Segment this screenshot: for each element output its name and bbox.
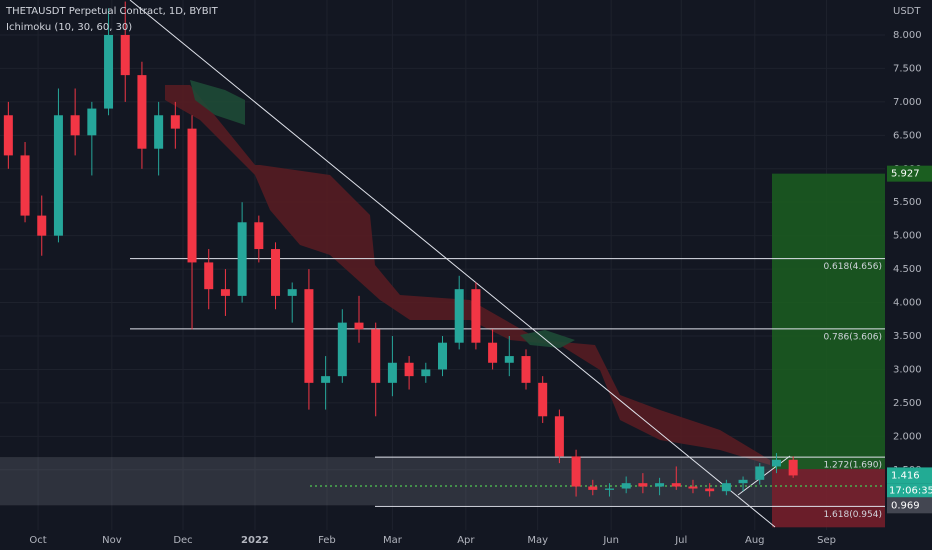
- candle-body: [87, 108, 97, 136]
- candle-body: [471, 289, 481, 343]
- candle-body: [404, 362, 414, 377]
- y-axis-label: USDT: [893, 6, 921, 17]
- candle-body: [120, 34, 130, 76]
- candle-body: [671, 483, 681, 487]
- candle-body: [755, 466, 765, 480]
- zone-label: 0.969: [891, 500, 920, 511]
- candle-body: [20, 155, 30, 216]
- candle-body: [237, 222, 247, 296]
- candle-body: [621, 483, 631, 489]
- x-tick-label: Dec: [173, 535, 192, 546]
- x-tick-label: Oct: [29, 535, 46, 546]
- y-tick-label: 2.500: [893, 398, 922, 409]
- candle-body: [271, 249, 281, 296]
- x-tick-label: Jul: [674, 535, 687, 546]
- candle-body: [104, 34, 114, 109]
- candle-body: [638, 483, 648, 487]
- candle-body: [738, 479, 748, 484]
- candle-body: [254, 222, 264, 250]
- candle-body: [371, 329, 381, 383]
- candle-body: [771, 459, 781, 467]
- candle-body: [788, 459, 798, 476]
- y-tick-label: 4.500: [893, 264, 922, 275]
- x-tick-label: Sep: [817, 535, 836, 546]
- fib-label: 1.618(0.954): [823, 510, 882, 520]
- y-tick-label: 7.500: [893, 63, 922, 74]
- candle-body: [521, 356, 531, 383]
- y-tick-label: 4.000: [893, 298, 922, 309]
- candle-body: [337, 322, 347, 377]
- zone-label-bg: [887, 497, 932, 514]
- candle-body: [721, 483, 731, 492]
- candle-body: [204, 262, 214, 290]
- indicator-label: Ichimoku (10, 30, 60, 30): [6, 22, 132, 33]
- candle-body: [438, 342, 447, 370]
- y-tick-label: 5.500: [893, 197, 922, 208]
- candle-body: [488, 342, 498, 363]
- x-tick-label: Feb: [318, 535, 336, 546]
- trendline: [129, 0, 776, 528]
- candle-body: [70, 115, 80, 136]
- candle-body: [504, 356, 514, 363]
- candle-body: [321, 376, 331, 383]
- candle-body: [287, 289, 297, 296]
- last-price-label-bg: [887, 467, 932, 484]
- candle-body: [387, 362, 397, 383]
- candle-body: [154, 115, 164, 149]
- stop-area: [772, 469, 885, 528]
- ichimoku-cloud-green: [190, 80, 245, 125]
- y-tick-label: 3.500: [893, 331, 922, 342]
- x-tick-label: May: [527, 535, 548, 546]
- candle-body: [554, 416, 564, 457]
- candle-body: [604, 488, 614, 490]
- chart-title: THETAUSDT Perpetual Contract, 1D, BYBIT: [5, 6, 219, 17]
- candle-body: [220, 289, 230, 296]
- candle-body: [571, 456, 581, 487]
- candle-body: [137, 75, 147, 149]
- candle-body: [705, 488, 715, 492]
- candle-body: [688, 486, 698, 489]
- candle-body: [3, 115, 13, 156]
- target-label-bg: [887, 165, 932, 182]
- x-tick-label: Jun: [602, 535, 619, 546]
- target-label: 5.927: [891, 169, 920, 180]
- plot-area: [0, 0, 885, 530]
- x-tick-label: 2022: [241, 535, 269, 546]
- candle-body: [53, 115, 63, 236]
- zone: [0, 457, 885, 506]
- y-tick-label: 6.500: [893, 130, 922, 141]
- ichimoku-cloud: [165, 85, 770, 465]
- candle-body: [187, 128, 197, 263]
- candle-body: [588, 486, 598, 490]
- x-tick-label: Aug: [745, 535, 765, 546]
- y-tick-label: 3.000: [893, 364, 922, 375]
- ichimoku-cloud-green: [520, 330, 575, 348]
- fib-label: 0.618(4.656): [823, 262, 882, 272]
- candle-body: [655, 483, 665, 487]
- x-tick-label: Mar: [383, 535, 403, 546]
- countdown: 17:06:35: [889, 485, 932, 496]
- y-tick-label: 5.000: [893, 231, 922, 242]
- last-price-label: 1.416: [891, 470, 920, 481]
- candle-body: [354, 322, 364, 330]
- target-area: [772, 173, 885, 470]
- countdown-bg: [887, 483, 932, 498]
- fib-label: 0.786(3.606): [823, 332, 882, 342]
- candle-body: [304, 289, 314, 383]
- x-tick-label: Nov: [102, 535, 122, 546]
- fib-label: 1.272(1.690): [823, 461, 882, 471]
- candle-body: [170, 115, 180, 129]
- x-tick-label: Apr: [457, 535, 475, 546]
- candle-body: [421, 369, 431, 377]
- y-tick-label: 2.000: [893, 431, 922, 442]
- y-tick-label: 7.000: [893, 97, 922, 108]
- candle-body: [37, 215, 47, 236]
- candle-body: [454, 289, 464, 343]
- candle-body: [538, 382, 548, 417]
- y-tick-label: 8.000: [893, 30, 922, 41]
